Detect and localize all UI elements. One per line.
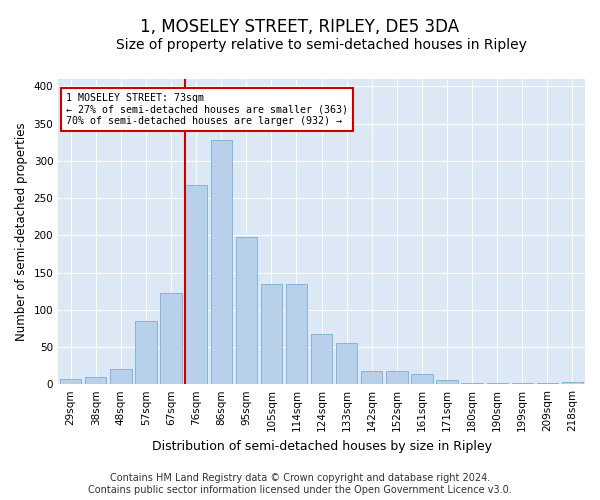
Bar <box>261 284 282 384</box>
Bar <box>461 382 483 384</box>
Bar <box>211 140 232 384</box>
Bar <box>236 237 257 384</box>
Bar <box>110 370 131 384</box>
Bar <box>537 382 558 384</box>
Bar <box>160 292 182 384</box>
Bar <box>85 376 106 384</box>
Bar <box>512 382 533 384</box>
Bar <box>311 334 332 384</box>
Text: Contains HM Land Registry data © Crown copyright and database right 2024.
Contai: Contains HM Land Registry data © Crown c… <box>88 474 512 495</box>
Bar <box>286 284 307 384</box>
Bar <box>436 380 458 384</box>
Bar <box>562 382 583 384</box>
Bar <box>386 371 407 384</box>
Bar <box>361 371 382 384</box>
Y-axis label: Number of semi-detached properties: Number of semi-detached properties <box>15 122 28 341</box>
X-axis label: Distribution of semi-detached houses by size in Ripley: Distribution of semi-detached houses by … <box>152 440 491 452</box>
Bar <box>411 374 433 384</box>
Bar <box>185 184 207 384</box>
Bar <box>336 343 358 384</box>
Text: 1, MOSELEY STREET, RIPLEY, DE5 3DA: 1, MOSELEY STREET, RIPLEY, DE5 3DA <box>140 18 460 36</box>
Bar <box>136 321 157 384</box>
Title: Size of property relative to semi-detached houses in Ripley: Size of property relative to semi-detach… <box>116 38 527 52</box>
Text: 1 MOSELEY STREET: 73sqm
← 27% of semi-detached houses are smaller (363)
70% of s: 1 MOSELEY STREET: 73sqm ← 27% of semi-de… <box>66 93 348 126</box>
Bar <box>60 379 82 384</box>
